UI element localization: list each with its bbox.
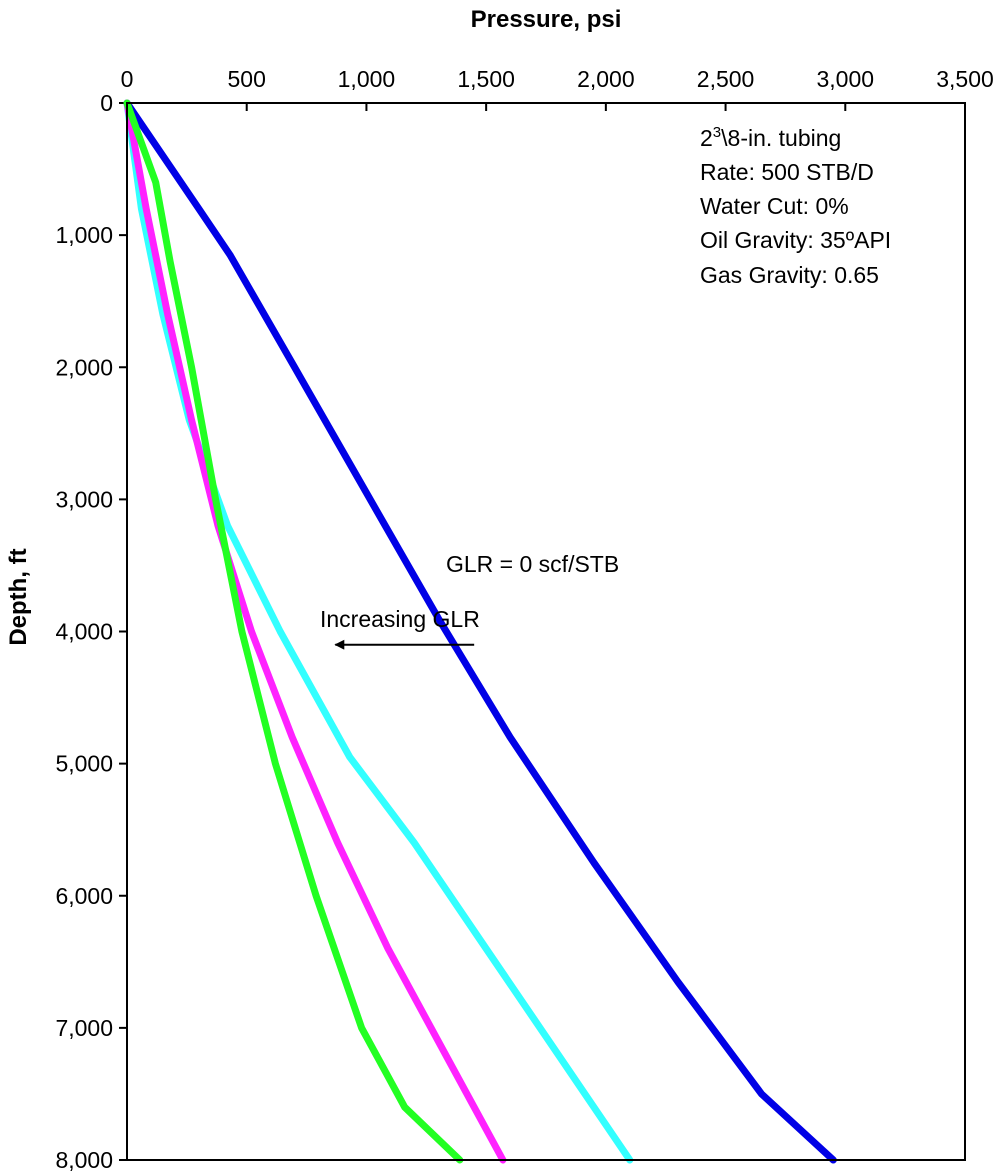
- series-line-2: [123, 99, 634, 1164]
- info-tubing-main: 2: [700, 125, 713, 151]
- x-tick-label: 1,500: [457, 66, 515, 92]
- info-tubing: 23\8-in. tubing: [700, 124, 841, 151]
- y-axis-ticks: 0 1,000 2,000 3,000 4,000 5,000 6,000 7,000 8,00…: [55, 90, 127, 1172]
- y-tick-label: 4,000: [55, 619, 113, 645]
- info-water-cut: Water Cut: 0%: [700, 193, 849, 219]
- x-tick-label: 3,500: [936, 66, 994, 92]
- y-tick-label: 0: [100, 90, 113, 116]
- plot-frame: [126, 102, 966, 1161]
- x-tick-label: 1,000: [338, 66, 396, 92]
- y-tick-label: 6,000: [55, 883, 113, 909]
- x-tick-label: 2,500: [697, 66, 755, 92]
- x-tick-label: 2,000: [577, 66, 635, 92]
- info-tubing-sup: 3: [713, 124, 721, 141]
- info-box: 23\8-in. tubing Rate: 500 STB/D Water Cu…: [700, 124, 891, 288]
- y-tick-label: 3,000: [55, 486, 113, 512]
- x-tick-label: 3,000: [817, 66, 875, 92]
- x-tick-label: 0: [121, 66, 134, 92]
- series-layer: [123, 99, 837, 1164]
- increasing-glr-label: Increasing GLR: [320, 606, 480, 632]
- x-tick-label: 500: [228, 66, 266, 92]
- info-gas-gravity: Gas Gravity: 0.65: [700, 262, 879, 288]
- y-tick-label: 2,000: [55, 354, 113, 380]
- series-line-4: [123, 99, 464, 1164]
- x-axis-title: Pressure, psi: [471, 6, 622, 33]
- y-tick-label: 8,000: [55, 1147, 113, 1172]
- y-tick-label: 7,000: [55, 1015, 113, 1041]
- y-tick-label: 5,000: [55, 751, 113, 777]
- series-line-3: [123, 99, 507, 1164]
- series-line-1: [123, 99, 837, 1164]
- info-rate: Rate: 500 STB/D: [700, 159, 874, 185]
- y-axis-title: Depth, ft: [5, 548, 32, 645]
- glr-zero-label: GLR = 0 scf/STB: [446, 551, 619, 577]
- info-tubing-rest: \8-in. tubing: [721, 125, 841, 151]
- y-tick-label: 1,000: [55, 222, 113, 248]
- x-axis-ticks: 0 500 1,000 1,500 2,000 2,500 3,000 3,500: [121, 66, 994, 111]
- info-oil-gravity: Oil Gravity: 35ºAPI: [700, 227, 891, 253]
